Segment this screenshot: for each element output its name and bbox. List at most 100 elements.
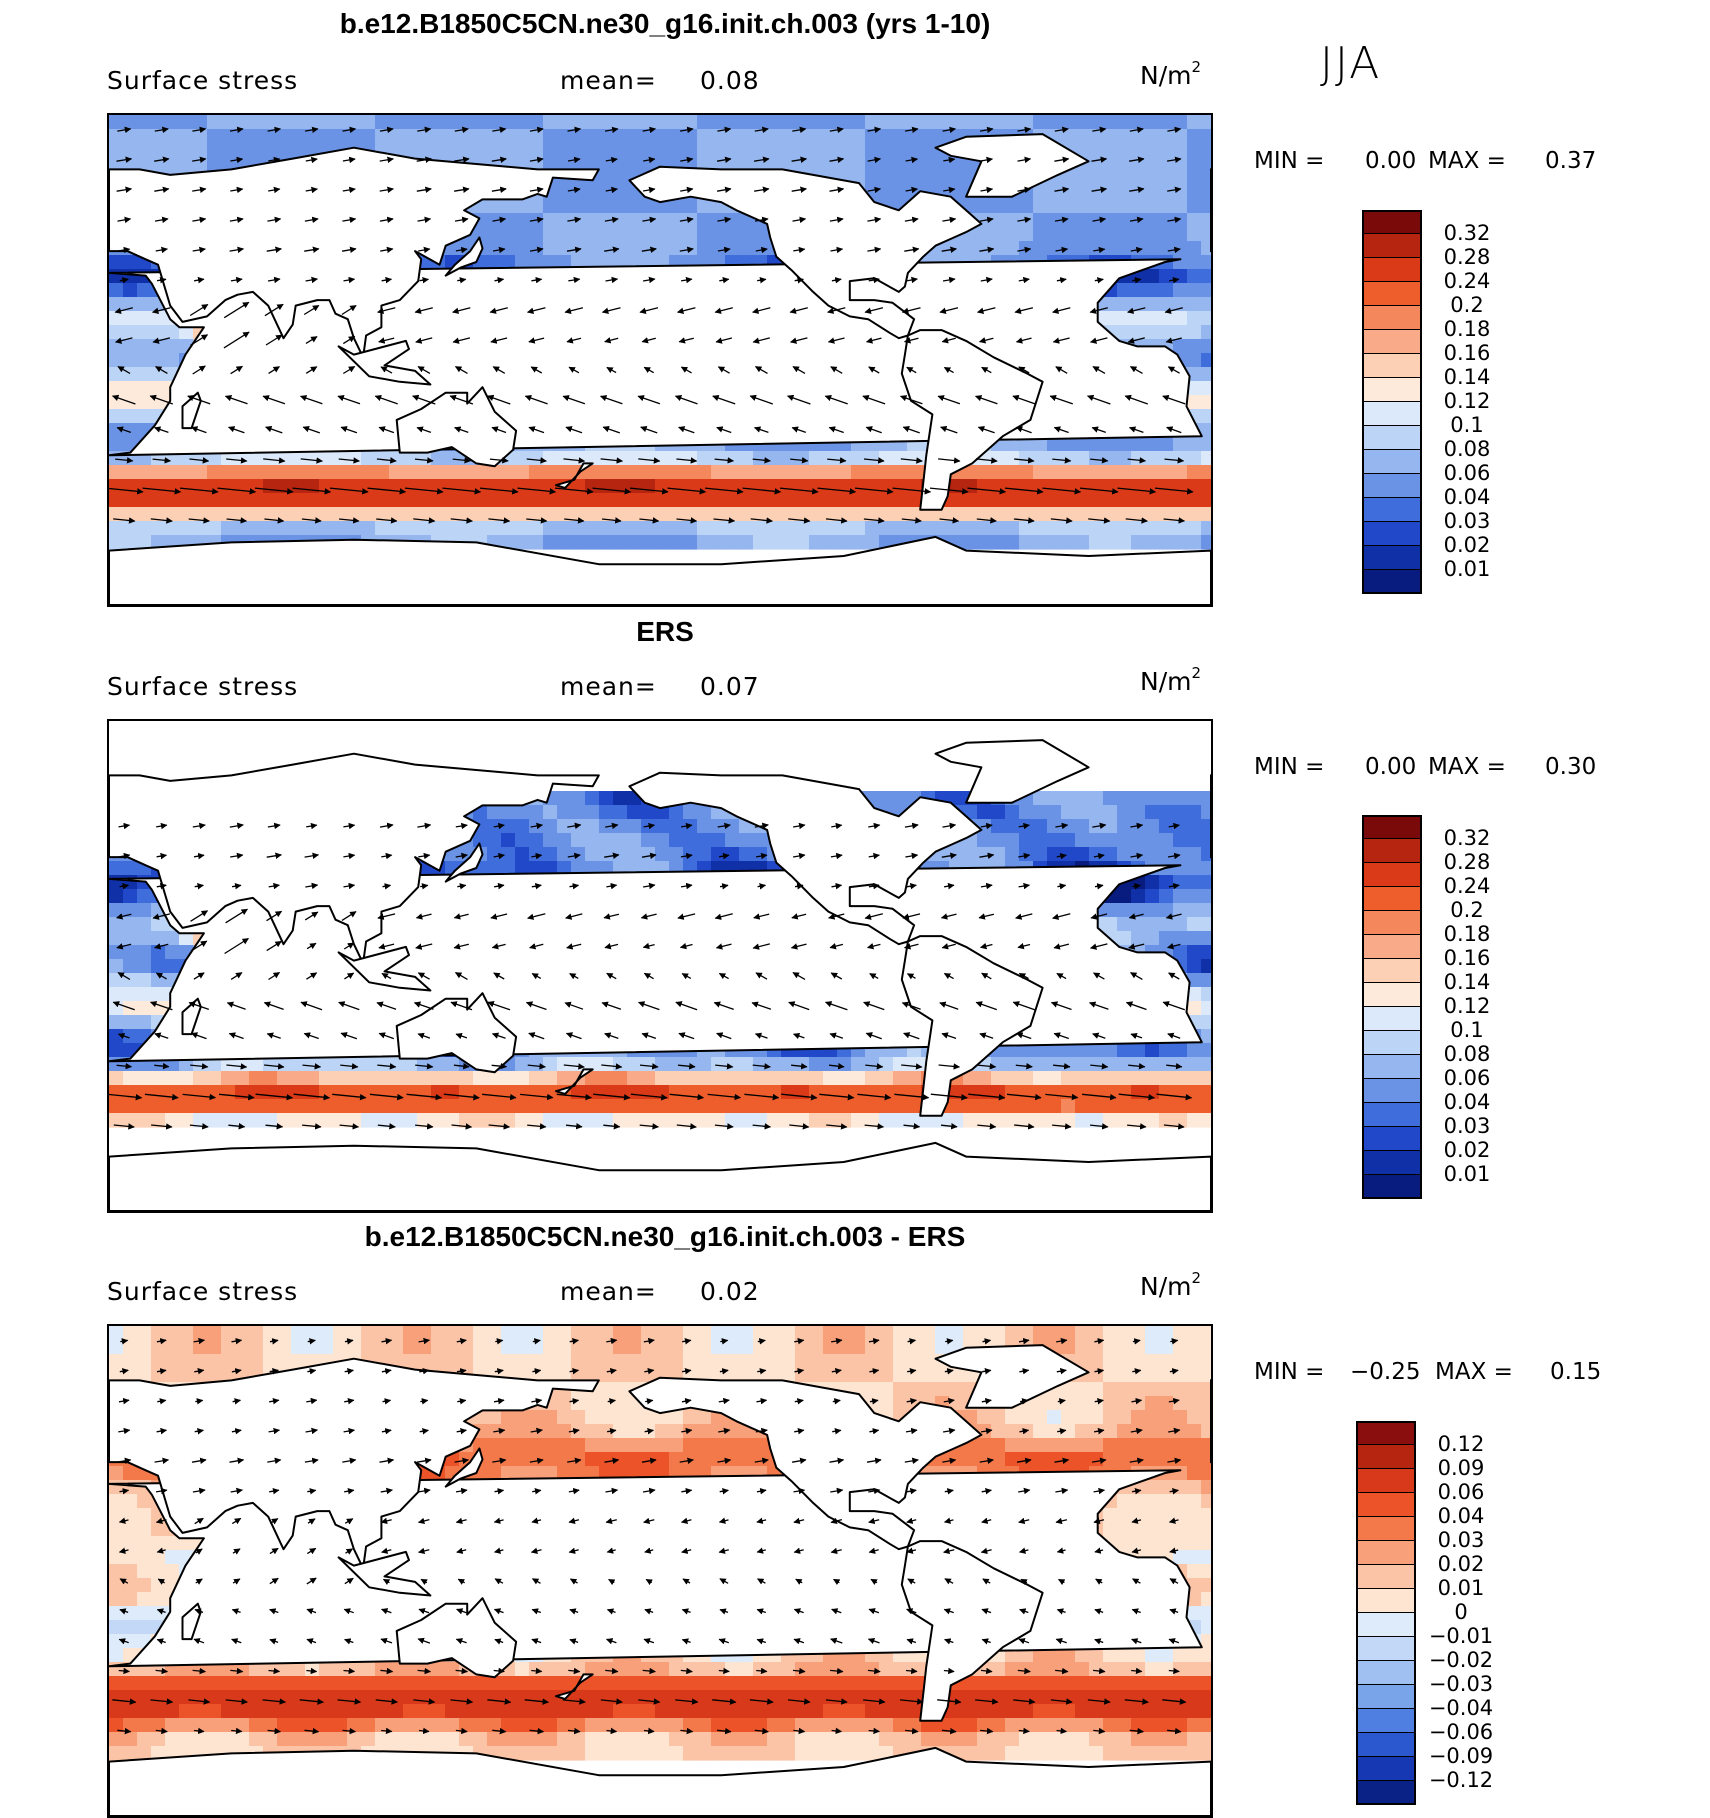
panel-2-units: N/m2 <box>1140 664 1201 696</box>
panel-1-min-value: 0.00 <box>1365 148 1416 174</box>
panel-1-title: b.e12.B1850C5CN.ne30_g16.init.ch.003 (yr… <box>0 8 1330 40</box>
colorbar-tick-label: −0.02 <box>1416 1648 1506 1672</box>
season-label: JJA <box>1320 38 1381 89</box>
colorbar-swatch <box>1362 498 1422 522</box>
colorbar-tick-label: 0.32 <box>1422 221 1512 245</box>
colorbar-swatch <box>1362 887 1422 911</box>
colorbar-tick-label: 0.02 <box>1422 533 1512 557</box>
colorbar-swatch <box>1362 474 1422 498</box>
panel-3-max-label: MAX = <box>1435 1359 1513 1385</box>
panel-3-title: b.e12.B1850C5CN.ne30_g16.init.ch.003 - E… <box>0 1221 1330 1253</box>
colorbar-tick-label: 0.06 <box>1416 1480 1506 1504</box>
colorbar-swatch <box>1362 282 1422 306</box>
colorbar-swatch <box>1356 1757 1416 1781</box>
colorbar-swatch <box>1362 306 1422 330</box>
colorbar-swatch <box>1356 1469 1416 1493</box>
panel-1-min-label: MIN = <box>1254 148 1324 174</box>
colorbar-swatch <box>1362 1175 1422 1199</box>
colorbar-tick-label: 0 <box>1416 1600 1506 1624</box>
colorbar-tick-label: 0.24 <box>1422 269 1512 293</box>
panel-3-max-value: 0.15 <box>1550 1359 1601 1385</box>
colorbar-tick-label: 0.28 <box>1422 850 1512 874</box>
panel-1-mean-value: 0.08 <box>700 66 760 95</box>
colorbar-swatch <box>1362 1079 1422 1103</box>
colorbar-swatch <box>1356 1613 1416 1637</box>
colorbar-tick-label: 0.32 <box>1422 826 1512 850</box>
colorbar-swatch <box>1362 1127 1422 1151</box>
panel-1-map <box>107 113 1213 607</box>
colorbar-tick-label: 0.18 <box>1422 922 1512 946</box>
panel-1-max-value: 0.37 <box>1545 148 1596 174</box>
colorbar-swatch <box>1362 234 1422 258</box>
panel-3-min-value: −0.25 <box>1350 1359 1420 1385</box>
colorbar-tick-label: 0.01 <box>1416 1576 1506 1600</box>
colorbar-swatch <box>1356 1445 1416 1469</box>
colorbar-swatch <box>1356 1709 1416 1733</box>
colorbar-swatch <box>1356 1589 1416 1613</box>
colorbar-tick-label: 0.14 <box>1422 365 1512 389</box>
panel-3-variable: Surface stress <box>107 1277 298 1306</box>
panel-1-variable: Surface stress <box>107 66 298 95</box>
colorbar-tick-label: 0.12 <box>1416 1432 1506 1456</box>
colorbar-swatch <box>1356 1493 1416 1517</box>
panel-1-units: N/m2 <box>1140 58 1201 90</box>
colorbar-swatch <box>1356 1541 1416 1565</box>
colorbar-tick-label: 0.01 <box>1422 557 1512 581</box>
colorbar-swatch <box>1362 426 1422 450</box>
colorbar-swatch <box>1362 863 1422 887</box>
colorbar-tick-label: 0.08 <box>1422 1042 1512 1066</box>
colorbar-tick-label: 0.1 <box>1422 1018 1512 1042</box>
colorbar-swatch <box>1356 1565 1416 1589</box>
colorbar-swatch <box>1362 911 1422 935</box>
panel-2-map <box>107 719 1213 1213</box>
colorbar-tick-label: 0.16 <box>1422 341 1512 365</box>
panel-3-map <box>107 1324 1213 1818</box>
colorbar-swatch <box>1356 1733 1416 1757</box>
panel-2-mean-value: 0.07 <box>700 672 760 701</box>
colorbar-swatch <box>1356 1421 1416 1445</box>
colorbar-tick-label: 0.03 <box>1422 509 1512 533</box>
colorbar-tick-label: 0.18 <box>1422 317 1512 341</box>
colorbar-tick-label: −0.09 <box>1416 1744 1506 1768</box>
colorbar-swatch <box>1362 522 1422 546</box>
panel-3-min-label: MIN = <box>1254 1359 1324 1385</box>
colorbar-swatch <box>1362 1007 1422 1031</box>
colorbar-tick-label: 0.12 <box>1422 994 1512 1018</box>
panel-2-max-label: MAX = <box>1428 754 1506 780</box>
colorbar-swatch <box>1362 1031 1422 1055</box>
colorbar-tick-label: 0.28 <box>1422 245 1512 269</box>
panel-2-max-value: 0.30 <box>1545 754 1596 780</box>
panel-2-min-label: MIN = <box>1254 754 1324 780</box>
colorbar-tick-label: 0.06 <box>1422 1066 1512 1090</box>
colorbar-tick-label: 0.04 <box>1422 485 1512 509</box>
colorbar-swatch <box>1362 839 1422 863</box>
colorbar-swatch <box>1362 546 1422 570</box>
colorbar-tick-label: 0.12 <box>1422 389 1512 413</box>
colorbar-tick-label: 0.03 <box>1416 1528 1506 1552</box>
colorbar-swatch <box>1362 1103 1422 1127</box>
colorbar-swatch <box>1362 378 1422 402</box>
panel-1-mean-label: mean= <box>560 66 657 95</box>
colorbar-swatch <box>1362 815 1422 839</box>
panel-2-min-value: 0.00 <box>1365 754 1416 780</box>
colorbar-tick-label: 0.2 <box>1422 898 1512 922</box>
colorbar-swatch <box>1362 983 1422 1007</box>
colorbar-swatch <box>1362 570 1422 594</box>
colorbar-tick-label: 0.02 <box>1422 1138 1512 1162</box>
colorbar-tick-label: 0.03 <box>1422 1114 1512 1138</box>
colorbar-swatch <box>1362 258 1422 282</box>
colorbar-swatch <box>1362 1055 1422 1079</box>
colorbar-tick-label: 0.04 <box>1416 1504 1506 1528</box>
panel-3-mean-label: mean= <box>560 1277 657 1306</box>
panel-1-max-label: MAX = <box>1428 148 1506 174</box>
colorbar-swatch <box>1356 1661 1416 1685</box>
colorbar-tick-label: 0.2 <box>1422 293 1512 317</box>
colorbar-swatch <box>1356 1781 1416 1805</box>
colorbar-tick-label: 0.16 <box>1422 946 1512 970</box>
panel-3-units: N/m2 <box>1140 1269 1201 1301</box>
colorbar-swatch <box>1356 1517 1416 1541</box>
panel-2-title: ERS <box>0 616 1330 648</box>
panel-2-mean-label: mean= <box>560 672 657 701</box>
colorbar-swatch <box>1362 935 1422 959</box>
colorbar-tick-label: 0.24 <box>1422 874 1512 898</box>
